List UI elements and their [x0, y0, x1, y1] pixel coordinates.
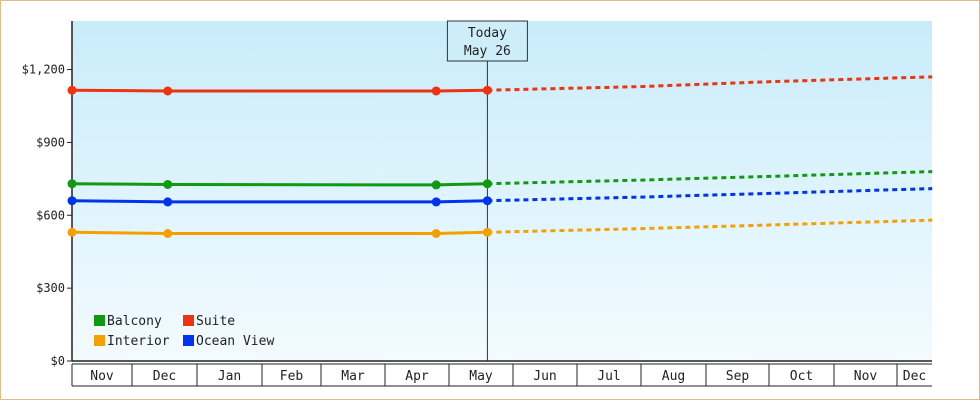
- legend-label: Balcony: [107, 314, 162, 329]
- data-point[interactable]: [482, 179, 492, 189]
- legend: Balcony Suite Interior Ocean View: [94, 314, 274, 349]
- month-label: Sep: [726, 369, 750, 384]
- data-point[interactable]: [431, 86, 441, 96]
- month-label: Apr: [405, 369, 429, 384]
- series-line-actual: [71, 182, 488, 187]
- series-line-forecast: [487, 218, 933, 234]
- data-point[interactable]: [67, 85, 77, 95]
- data-point[interactable]: [431, 180, 441, 190]
- month-label: Mar: [341, 369, 365, 384]
- today-date: May 26: [464, 44, 511, 59]
- y-tick-label: $0: [51, 354, 65, 368]
- month-label: Feb: [280, 369, 304, 384]
- series-line-forecast: [487, 187, 933, 203]
- month-label: Dec: [903, 369, 926, 384]
- month-label: Dec: [153, 369, 176, 384]
- legend-swatch: [183, 315, 194, 326]
- month-label: Jul: [597, 369, 620, 384]
- legend-label: Interior: [107, 334, 170, 349]
- data-point[interactable]: [482, 227, 492, 237]
- today-box: [446, 20, 528, 62]
- month-label: May: [469, 369, 493, 384]
- legend-label: Ocean View: [196, 334, 274, 349]
- y-tick-label: $900: [36, 135, 65, 149]
- today-marker: Today May 26: [446, 20, 528, 361]
- data-point[interactable]: [67, 179, 77, 189]
- data-point[interactable]: [67, 196, 77, 206]
- data-point[interactable]: [482, 196, 492, 206]
- series-line-forecast: [487, 75, 933, 92]
- data-point[interactable]: [431, 229, 441, 238]
- plot-area: [72, 21, 932, 361]
- data-point[interactable]: [163, 86, 173, 96]
- series-line-forecast: [487, 170, 933, 186]
- legend-label: Suite: [196, 314, 235, 329]
- series-line-actual: [71, 199, 488, 204]
- month-label: Jan: [218, 369, 241, 384]
- y-tick-label: $1,200: [22, 63, 65, 77]
- y-tick-label: $300: [36, 281, 65, 295]
- legend-swatch: [183, 335, 194, 346]
- month-label: Nov: [90, 369, 114, 384]
- data-point[interactable]: [431, 197, 441, 207]
- series-line-actual: [71, 88, 488, 93]
- data-point[interactable]: [482, 85, 492, 95]
- month-label: Aug: [662, 369, 685, 384]
- month-label: Oct: [790, 369, 813, 384]
- month-label: Jun: [533, 369, 556, 384]
- data-point[interactable]: [163, 229, 173, 238]
- today-label: Today: [468, 26, 507, 41]
- series-line-actual: [71, 230, 488, 235]
- data-point[interactable]: [163, 179, 173, 189]
- legend-swatch: [94, 335, 105, 346]
- month-label: Nov: [854, 369, 878, 384]
- legend-swatch: [94, 315, 105, 326]
- y-tick-label: $600: [36, 208, 65, 222]
- data-point[interactable]: [163, 197, 173, 207]
- data-point[interactable]: [67, 227, 77, 237]
